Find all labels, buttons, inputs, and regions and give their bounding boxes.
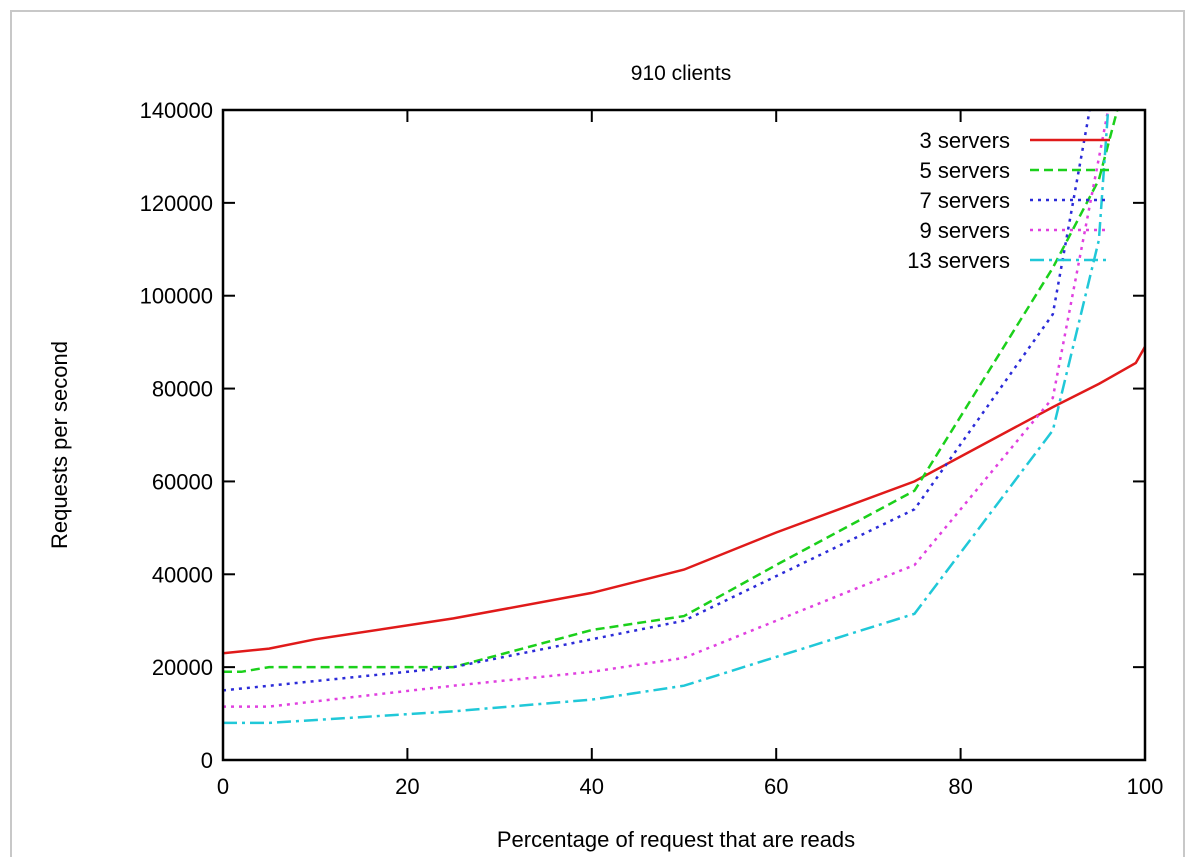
y-axis-label: Requests per second bbox=[47, 341, 72, 549]
x-tick-label: 40 bbox=[580, 774, 604, 799]
series-line-4 bbox=[223, 110, 1110, 708]
x-tick-label: 80 bbox=[948, 774, 972, 799]
chart-title: 910 clients bbox=[631, 62, 731, 85]
x-tick-label: 0 bbox=[217, 774, 229, 799]
chart-frame: 910 clients Percentage of request that a… bbox=[10, 10, 1185, 857]
y-tick-label: 100000 bbox=[140, 284, 213, 309]
y-tick-label: 120000 bbox=[140, 191, 213, 216]
y-tick-label: 0 bbox=[201, 748, 213, 773]
x-tick-label: 20 bbox=[395, 774, 419, 799]
y-tick-label: 40000 bbox=[152, 562, 213, 587]
legend-label: 9 servers bbox=[920, 218, 1010, 243]
series-line-3 bbox=[223, 110, 1091, 692]
legend-label: 13 servers bbox=[907, 248, 1010, 273]
series-line-5 bbox=[223, 110, 1110, 725]
y-tick-label: 140000 bbox=[140, 98, 213, 123]
y-tick-label: 80000 bbox=[152, 377, 213, 402]
legend: 3 servers 5 servers 7 servers 9 servers 13 s… bbox=[907, 128, 1110, 273]
legend-label: 3 servers bbox=[920, 128, 1010, 153]
plot-area bbox=[221, 108, 1147, 762]
series-line-1 bbox=[223, 346, 1145, 655]
x-tick-label: 100 bbox=[1127, 774, 1164, 799]
y-tick-label: 20000 bbox=[152, 655, 213, 680]
x-tick-label: 60 bbox=[764, 774, 788, 799]
series-line-2 bbox=[223, 110, 1119, 674]
line-chart: 910 clients Percentage of request that a… bbox=[47, 62, 1164, 852]
x-axis-label: Percentage of request that are reads bbox=[497, 827, 855, 852]
y-tick-label: 60000 bbox=[152, 469, 213, 494]
legend-label: 5 servers bbox=[920, 158, 1010, 183]
legend-label: 7 servers bbox=[920, 188, 1010, 213]
